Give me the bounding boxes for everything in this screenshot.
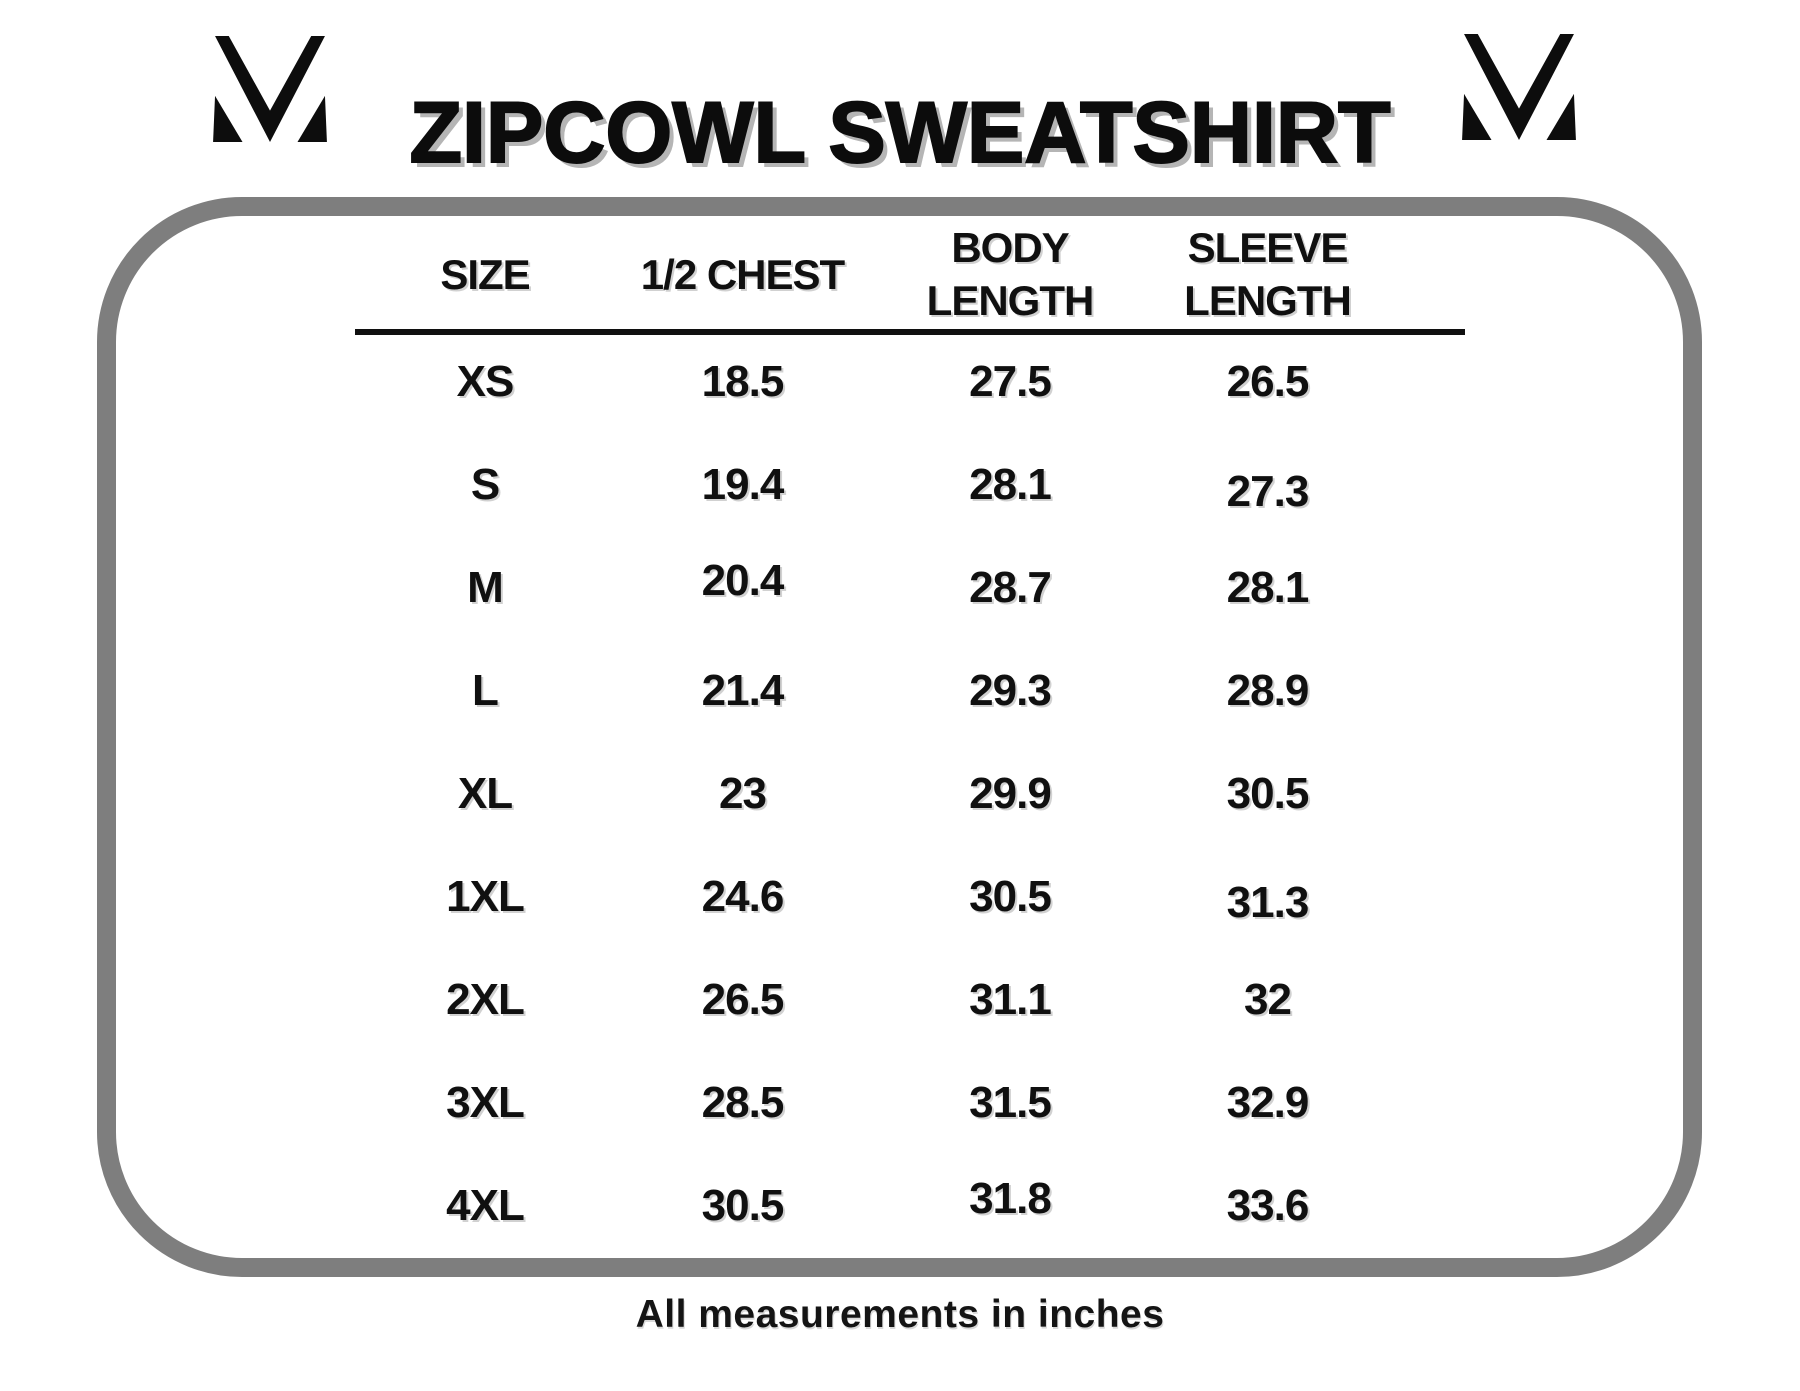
size-chart-table: XS 18.5 27.5 26.5 S 19.4 28.1 27.3 M 20.4 28.7 28.1… [360,330,1390,1257]
measurement-value: 30.5 [1226,768,1310,818]
measurement-value: 28.9 [1226,665,1310,715]
measurement-value: 31.8 [969,1173,1052,1223]
brand-m-logo-icon [213,36,327,142]
measurement-value: 30.5 [969,871,1052,921]
measurement-value: 21.4 [701,665,785,715]
measurement-value: 28.1 [1226,562,1310,612]
measurement-value: 32.9 [1226,1077,1310,1127]
table-row: M 20.4 28.7 28.1 [360,536,1390,639]
column-header-body_length: BODY LENGTH [926,224,1095,324]
measurement-value: 32 [1244,974,1292,1024]
size-label: 1XL [446,871,525,921]
measurement-value: 28.7 [969,562,1052,612]
table-row: 3XL 28.5 31.5 32.9 [360,1051,1390,1154]
size-label: 3XL [446,1077,525,1127]
measurement-value: 27.5 [969,356,1052,406]
measurement-value: 28.1 [969,459,1052,509]
page-title: ZIPCOWL SWEATSHIRT [409,84,1392,181]
measurement-unit-note: All measurements in inches [635,1293,1165,1336]
measurement-value: 26.5 [1226,356,1310,406]
size-label: XS [456,356,515,406]
measurement-value: 30.5 [701,1180,785,1230]
header-divider-line [355,329,1465,335]
measurement-value: 29.9 [969,768,1052,818]
size-label: 2XL [446,974,525,1024]
measurement-value: 31.3 [1226,877,1310,927]
column-header-sleeve_length: SLEEVE LENGTH [1184,224,1352,324]
table-row: 1XL 24.6 30.5 31.3 [360,845,1390,948]
brand-m-logo-icon [1462,34,1576,140]
measurement-value: 24.6 [701,871,785,921]
measurement-value: 23 [719,768,767,818]
size-label: XL [457,768,513,818]
table-row: XL 23 29.9 30.5 [360,742,1390,845]
table-row: 4XL 30.5 31.8 33.6 [360,1154,1390,1257]
measurement-value: 27.3 [1226,466,1310,516]
table-row: L 21.4 29.3 28.9 [360,639,1390,742]
size-chart-header-row: SIZE 1/2 CHEST BODY LENGTH SLEEVE LENGTH [360,218,1390,330]
measurement-value: 33.6 [1226,1180,1310,1230]
measurement-value: 28.5 [701,1077,785,1127]
measurement-value: 26.5 [701,974,785,1024]
measurement-value: 18.5 [701,356,785,406]
column-header-half_chest: 1/2 CHEST [640,250,845,298]
column-header-size: SIZE [440,250,530,298]
measurement-value: 20.4 [701,555,785,605]
table-row: XS 18.5 27.5 26.5 [360,330,1390,433]
measurement-value: 31.1 [969,974,1052,1024]
size-label: 4XL [446,1180,525,1230]
measurement-value: 19.4 [701,459,785,509]
table-row: 2XL 26.5 31.1 32 [360,948,1390,1051]
size-label: M [467,562,504,612]
measurement-value: 29.3 [969,665,1052,715]
measurement-value: 31.5 [969,1077,1052,1127]
size-label: L [472,665,499,715]
size-label: S [470,459,500,509]
size-chart-frame [97,197,1702,1277]
table-row: S 19.4 28.1 27.3 [360,433,1390,536]
